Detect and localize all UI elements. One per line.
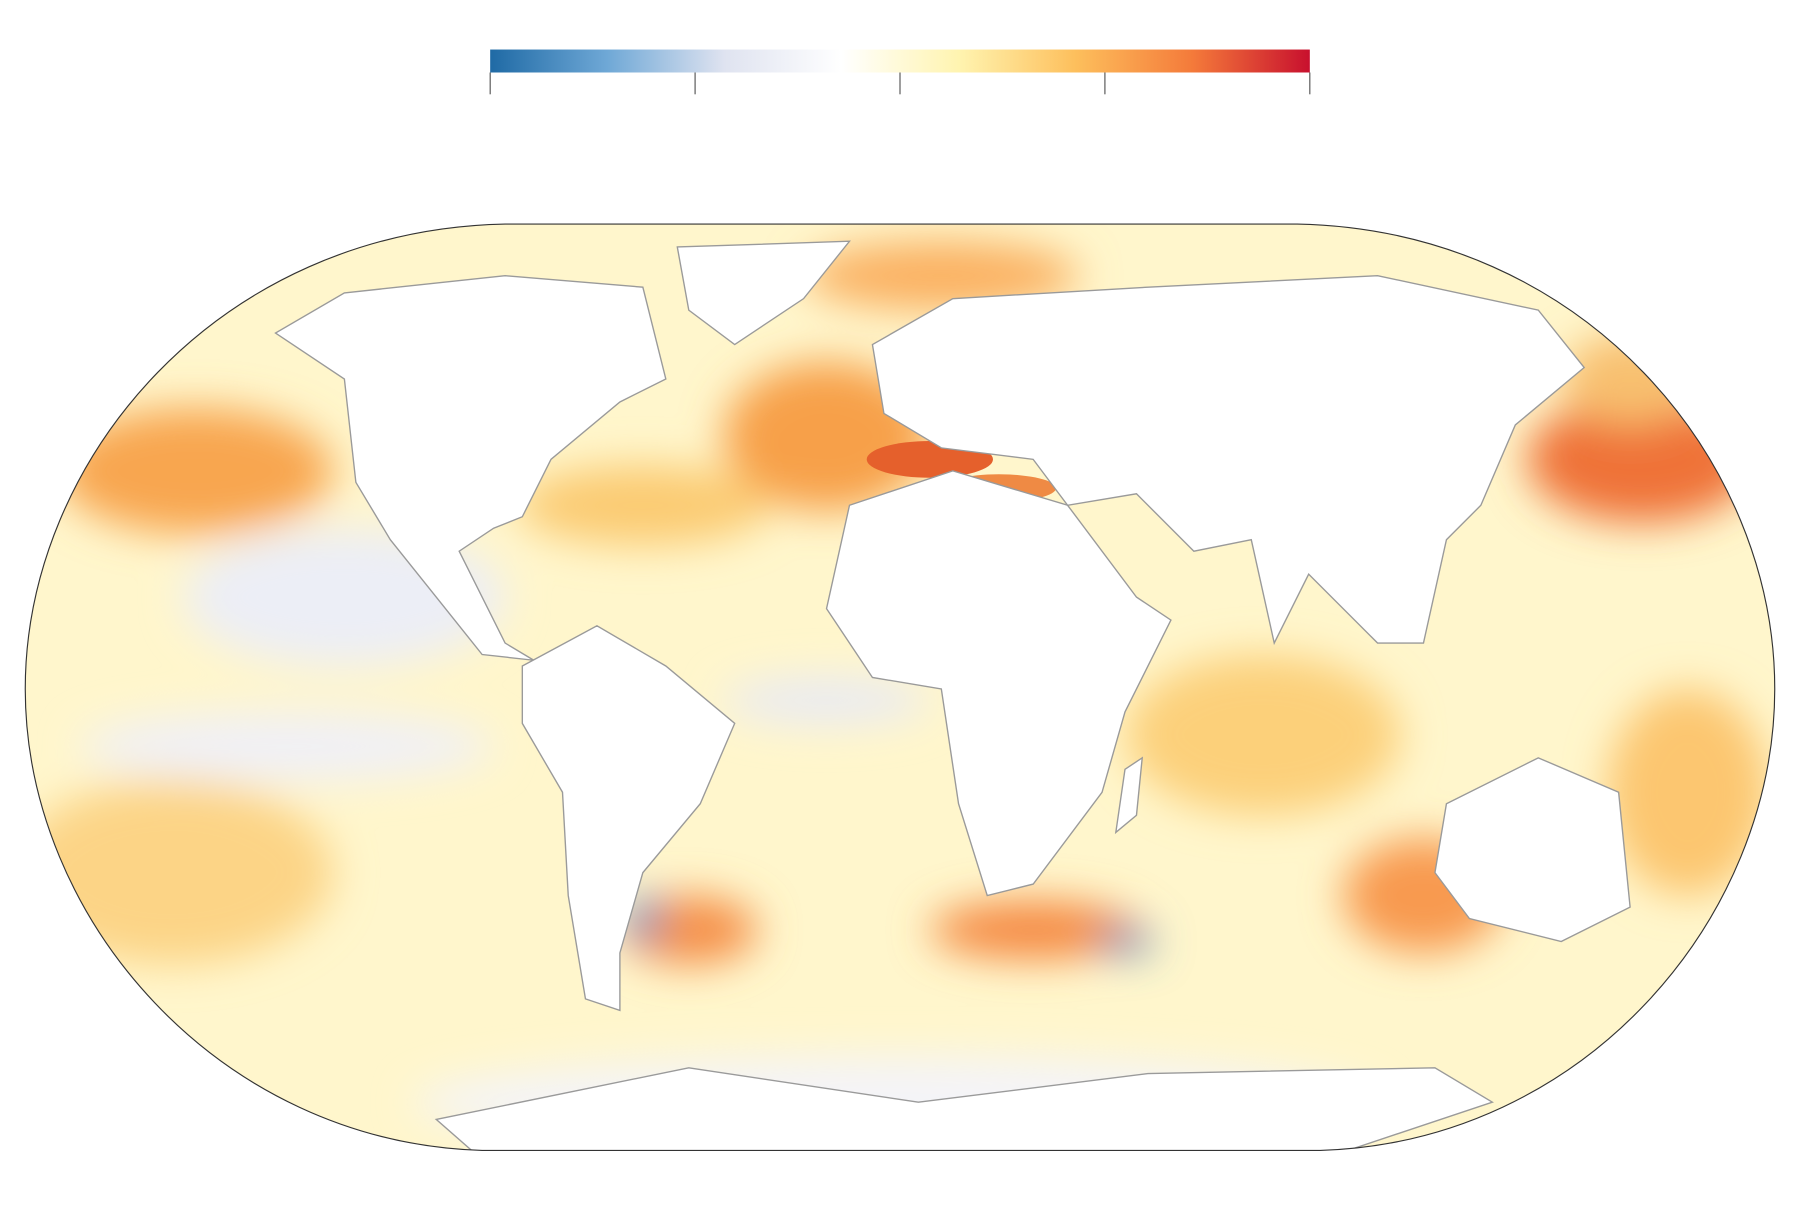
colorbar-gradient — [490, 49, 1310, 73]
south-america — [521, 625, 736, 1012]
africa — [825, 470, 1172, 897]
madagascar — [1114, 756, 1144, 835]
ocean-field — [25, 224, 1775, 1151]
colorbar — [489, 49, 1311, 95]
colorbar-ticks — [489, 72, 1311, 95]
north-america — [274, 274, 667, 661]
antarctica — [434, 1067, 1494, 1151]
australia — [1434, 757, 1631, 943]
greenland — [676, 240, 851, 346]
eurasia — [871, 274, 1586, 646]
landmasses — [274, 240, 1631, 1151]
map-outline — [24, 223, 1776, 1152]
